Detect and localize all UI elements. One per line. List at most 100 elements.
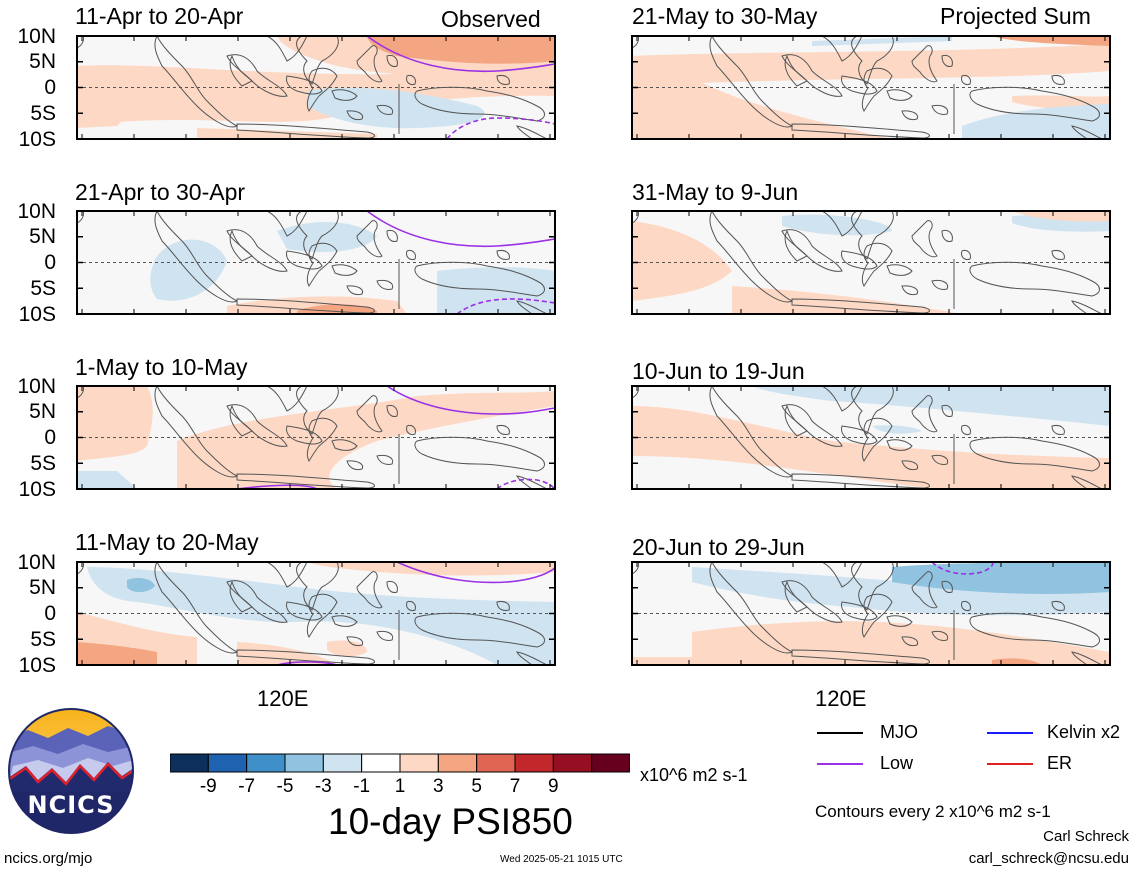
logo-emblem (8, 708, 134, 834)
low-frequency-contour (456, 298, 555, 314)
coastline (496, 75, 510, 85)
map-panel (76, 385, 556, 490)
psi-anomaly-region (632, 221, 732, 301)
coastline (229, 229, 253, 262)
coastline (306, 593, 338, 638)
panel-title: 11-May to 20-May (75, 529, 259, 555)
coastline (286, 601, 323, 621)
legend-label-mjo: MJO (880, 722, 918, 742)
map-panel (76, 210, 556, 315)
colorbar-tick-label: 7 (509, 776, 521, 797)
psi-anomaly-region (732, 286, 962, 314)
coastline (969, 612, 1100, 648)
coastline (386, 581, 398, 593)
colorbar-tick-label: -1 (353, 776, 371, 797)
colorbar-tick-labels: -9 -7 -5 -3 -1 1 3 5 7 9 (170, 777, 630, 801)
coastline (496, 250, 510, 260)
source-url[interactable]: ncics.org/mjo (4, 850, 93, 867)
coastline (941, 230, 953, 242)
colorbar-swatch (514, 753, 554, 773)
coastline (911, 571, 938, 609)
coastline (331, 264, 358, 276)
map-panel (76, 561, 556, 666)
map-panel (631, 35, 1111, 140)
lat-label: 5S (30, 628, 56, 651)
coastline (406, 601, 416, 611)
coastline (1051, 425, 1065, 435)
coastline (969, 436, 1100, 472)
coastline (266, 386, 308, 412)
coastline (851, 211, 894, 260)
coastline (236, 473, 375, 489)
low-frequency-contour (386, 386, 555, 415)
map-panel (631, 385, 1111, 490)
colorbar-tick-label: -5 (276, 776, 294, 797)
coastline (356, 395, 383, 433)
coastline (406, 250, 416, 260)
panel-title: 11-Apr to 20-Apr (75, 3, 244, 29)
psi-anomaly-region (277, 221, 377, 253)
coastline (841, 75, 878, 95)
psi-anomaly-region (752, 386, 1110, 426)
coastline (286, 75, 323, 95)
colorbar-swatch (552, 753, 593, 773)
lat-label: 10S (18, 478, 56, 501)
psi-anomaly-region (692, 621, 1110, 665)
coastline (784, 404, 808, 437)
coastline (861, 417, 893, 462)
coastline (969, 261, 1100, 297)
colorbar-tick-label: 3 (433, 776, 444, 797)
coastline (229, 404, 253, 437)
coastline (236, 298, 375, 314)
lat-label: 10N (17, 375, 56, 398)
coastline (296, 386, 339, 435)
coastline (784, 229, 808, 262)
lat-label: 0 (44, 602, 56, 625)
coastline (346, 285, 364, 296)
coastline (861, 593, 893, 638)
coastline (376, 105, 394, 115)
coastline (901, 285, 919, 296)
panel-title: 21-Apr to 30-Apr (75, 179, 246, 205)
lat-label: 5N (29, 576, 56, 599)
coastline (791, 473, 930, 489)
coastline (356, 45, 383, 83)
coastline (961, 75, 971, 85)
psi-anomaly-region (962, 104, 1110, 139)
coastline (931, 455, 949, 465)
coastline (886, 615, 913, 627)
colorbar-tick-label: -9 (199, 776, 217, 797)
psi-anomaly-region (812, 36, 952, 46)
colorbar-swatch (207, 753, 248, 773)
coastline (1051, 601, 1065, 611)
coastline (911, 395, 938, 433)
low-frequency-contour (931, 562, 994, 575)
coastline (791, 123, 930, 139)
colorbar-tick-label: -7 (238, 776, 256, 797)
map-panel (631, 561, 1111, 666)
colorbar-swatch (284, 753, 324, 773)
coastline (911, 220, 938, 258)
psi-anomaly-region (632, 44, 1110, 86)
lat-label: 10N (17, 551, 56, 574)
coastline (331, 89, 358, 101)
line-legend: MJO Low Kelvin x2 ER (815, 720, 1135, 780)
coastline (851, 386, 894, 435)
contour-note: Contours every 2 x10^6 m2 s-1 (815, 802, 1051, 821)
coastline (516, 651, 548, 665)
psi-anomaly-region (632, 657, 692, 665)
psi-anomaly-region (77, 91, 137, 128)
coastline (1071, 475, 1103, 489)
coastline (266, 562, 308, 588)
main-title: 10-day PSI850 (328, 801, 573, 842)
psi-anomaly-region (77, 386, 153, 461)
lat-label: 10S (18, 303, 56, 326)
lon-label: 120E (257, 686, 309, 711)
colorbar-units: x10^6 m2 s-1 (640, 765, 748, 785)
coastline (286, 250, 323, 270)
coastline (496, 425, 510, 435)
author-email[interactable]: carl_schreck@ncsu.edu (968, 850, 1129, 867)
colorbar-swatch (322, 753, 363, 773)
coastline (346, 110, 364, 121)
coastline (784, 54, 808, 87)
